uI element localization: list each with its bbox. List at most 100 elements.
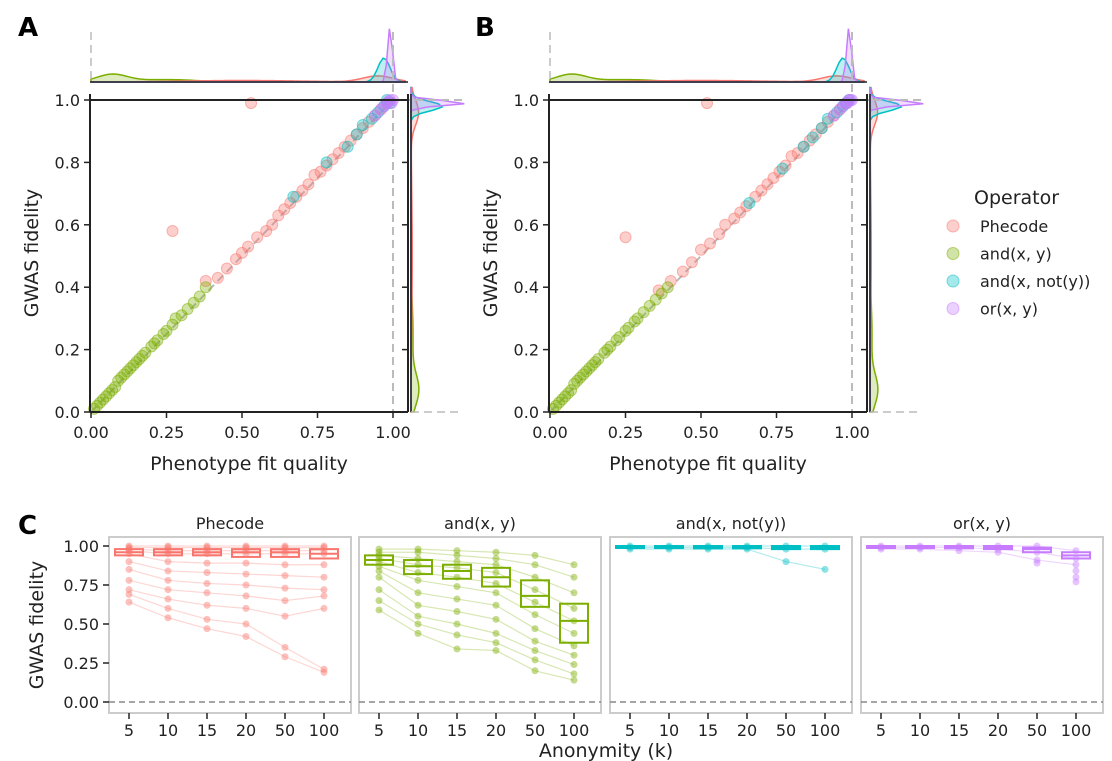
scatter-point (622, 321, 635, 334)
facet-point (453, 620, 461, 628)
scatter-point (287, 190, 300, 203)
box (520, 579, 550, 608)
scatter-point (187, 296, 200, 309)
scatter-point (649, 293, 662, 306)
facet-border (860, 536, 1104, 714)
facet-point (375, 567, 383, 575)
facet-point (531, 656, 539, 664)
y-tick-label: 0.8 (514, 153, 539, 172)
facet-point (1033, 559, 1041, 567)
trajectory-line (128, 579, 325, 602)
facet-point (203, 601, 211, 609)
scatter-point (338, 140, 351, 153)
facet-point (821, 565, 829, 573)
scatter-point (637, 306, 650, 319)
facet-point (375, 586, 383, 594)
x-axis-title: Anonymity (k) (539, 740, 673, 761)
scatter-point (613, 331, 626, 344)
top-density-orxy (91, 28, 406, 83)
scatter-point (169, 312, 182, 325)
legend-label: and(x, y) (980, 245, 1052, 264)
scatter-point (755, 184, 768, 197)
scatter-point (344, 134, 357, 147)
facet-point (492, 601, 500, 609)
facet-point (414, 629, 422, 637)
facet-point (164, 542, 172, 550)
x-tick-label: 0.50 (224, 423, 260, 442)
facet-point (492, 569, 500, 577)
trajectory-line (881, 548, 1077, 566)
x-tick-label: 1.00 (834, 423, 870, 442)
legend-label: or(x, y) (980, 300, 1038, 319)
facet-point (242, 570, 250, 578)
y-axis-title: GWAS fidelity (26, 561, 48, 690)
y-tick-label: 1.0 (514, 91, 539, 110)
x-axis-title: Phenotype fit quality (150, 453, 348, 475)
scatter-points (88, 94, 399, 415)
legend-marker (946, 219, 960, 233)
facet-point (203, 579, 211, 587)
y-tick-label: 1.00 (63, 537, 99, 556)
scatter-point (320, 156, 333, 169)
right-marginal-density (410, 86, 465, 413)
facet-point (164, 586, 172, 594)
facet-point (281, 612, 289, 620)
x-tick-label: 100 (810, 721, 841, 740)
legend-title: Operator (974, 187, 1059, 209)
trajectory-line (128, 589, 325, 617)
y-tick-label: 0.0 (55, 403, 80, 422)
scatter-point (211, 271, 224, 284)
facet-point (1072, 573, 1080, 581)
facet-point (531, 667, 539, 675)
scatter-point (767, 172, 780, 184)
facet-point (414, 612, 422, 620)
facet-point (203, 625, 211, 633)
facet-point (492, 554, 500, 562)
panel-label-c: C (18, 511, 37, 541)
x-tick-label: 0.00 (532, 423, 568, 442)
x-tick-label: 1.00 (375, 423, 411, 442)
scatter-point (139, 346, 152, 359)
legend-marker (946, 247, 960, 260)
scatter-point (236, 246, 248, 259)
facet-point (164, 604, 172, 612)
scatter-point (806, 131, 819, 144)
trajectory-line (128, 548, 324, 552)
facet-point (453, 547, 461, 555)
x-tick-label: 50 (525, 721, 545, 740)
x-tick-label: 100 (559, 721, 590, 740)
facet-point (281, 584, 289, 592)
y-tick-label: 0.00 (63, 693, 99, 712)
legend-label: Phecode (980, 217, 1048, 236)
x-tick-label: 50 (1027, 721, 1047, 740)
right-density-andxnoty (869, 86, 903, 412)
facet-point (492, 629, 500, 637)
scatter-point (193, 290, 206, 303)
facet-point (492, 589, 500, 597)
scatter-point (815, 122, 828, 135)
facet-point (164, 614, 172, 622)
scatter-point (350, 128, 363, 141)
x-tick-label: 20 (486, 721, 506, 740)
scatter-point (160, 324, 173, 337)
scatter-point (314, 165, 327, 178)
y-tick-label: 0.2 (55, 341, 80, 360)
facet-andxnoty: and(x, not(y)) 5 10 15 20 50 100 (609, 514, 853, 740)
facet-point (414, 601, 422, 609)
facet-point (570, 661, 578, 669)
facet-point (531, 647, 539, 655)
x-tick-label: 100 (309, 721, 340, 740)
facet-point (453, 564, 461, 572)
scatter-point (661, 281, 674, 294)
facet-point (320, 573, 328, 581)
scatter-point (685, 256, 698, 269)
scatter-point (181, 303, 194, 316)
x-tick-label: 50 (776, 721, 796, 740)
facet-point (281, 561, 289, 569)
x-tick-label: 15 (197, 721, 217, 740)
scatter-point (199, 274, 212, 287)
facet-point (531, 551, 539, 559)
scatter-point (827, 109, 840, 122)
x-tick-label: 10 (158, 721, 178, 740)
facet-point (414, 620, 422, 628)
